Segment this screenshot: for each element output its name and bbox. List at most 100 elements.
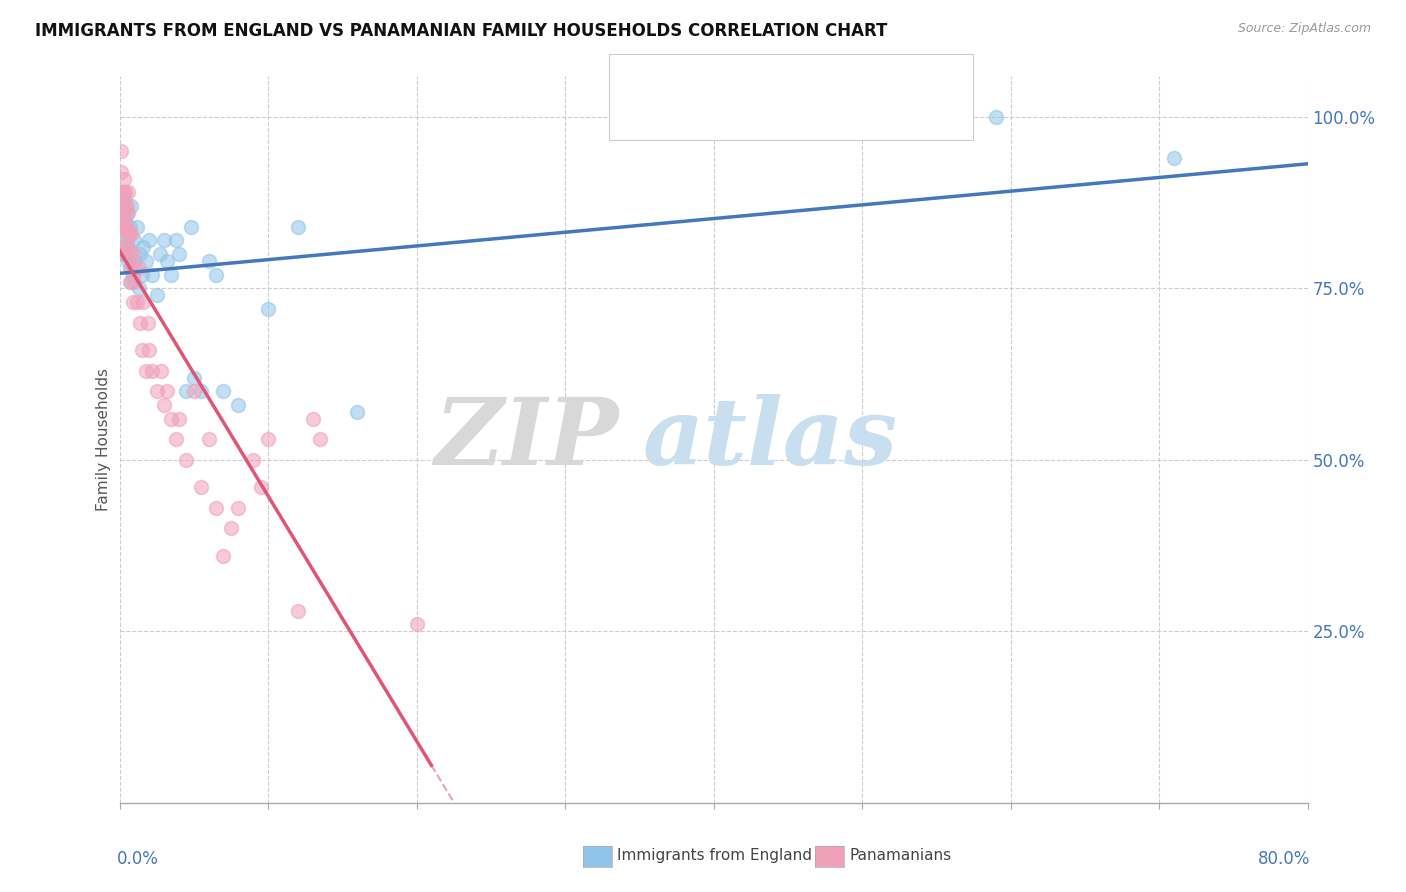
Point bbox=[165, 433, 187, 447]
Text: Source: ZipAtlas.com: Source: ZipAtlas.com bbox=[1237, 22, 1371, 36]
Point bbox=[120, 227, 142, 241]
Point bbox=[120, 275, 142, 289]
Point bbox=[257, 301, 280, 316]
Point bbox=[115, 219, 138, 234]
Point bbox=[138, 343, 160, 358]
Point bbox=[141, 364, 163, 378]
Point bbox=[114, 212, 136, 227]
Point bbox=[111, 247, 134, 261]
Text: -0.462: -0.462 bbox=[713, 106, 770, 120]
Text: N =: N = bbox=[783, 70, 820, 85]
Point bbox=[197, 254, 219, 268]
Point bbox=[145, 384, 167, 399]
Point bbox=[219, 521, 242, 535]
Point bbox=[145, 288, 167, 302]
Point bbox=[190, 384, 212, 399]
Point bbox=[117, 227, 139, 241]
Point bbox=[118, 219, 141, 234]
Point bbox=[117, 206, 139, 220]
Point bbox=[117, 240, 139, 254]
Point bbox=[212, 549, 235, 563]
Point bbox=[128, 281, 150, 295]
Point bbox=[112, 240, 135, 254]
Point bbox=[131, 343, 153, 358]
Text: 0.328: 0.328 bbox=[713, 70, 763, 85]
Point bbox=[135, 254, 157, 268]
Point bbox=[150, 364, 173, 378]
Point bbox=[127, 219, 149, 234]
Point bbox=[111, 186, 134, 200]
Point bbox=[132, 295, 155, 310]
Point bbox=[115, 206, 138, 220]
Point bbox=[131, 268, 153, 282]
Point bbox=[114, 247, 136, 261]
Text: Immigrants from England: Immigrants from England bbox=[617, 848, 813, 863]
Point bbox=[249, 480, 271, 494]
Point bbox=[149, 247, 172, 261]
Point bbox=[153, 398, 176, 412]
Point bbox=[257, 433, 280, 447]
Y-axis label: Family Households: Family Households bbox=[96, 368, 111, 511]
Point bbox=[346, 405, 368, 419]
Point bbox=[112, 206, 135, 220]
Point bbox=[287, 219, 309, 234]
Point bbox=[124, 254, 146, 268]
Point bbox=[205, 268, 228, 282]
Point bbox=[124, 234, 146, 248]
Text: Panamanians: Panamanians bbox=[849, 848, 952, 863]
Text: N =: N = bbox=[794, 106, 831, 120]
Text: R =: R = bbox=[671, 106, 706, 120]
Point bbox=[112, 192, 135, 206]
Point bbox=[136, 316, 159, 330]
Point bbox=[167, 247, 190, 261]
Point bbox=[167, 411, 190, 425]
Point bbox=[1163, 151, 1185, 165]
Point bbox=[212, 384, 235, 399]
Point bbox=[112, 219, 135, 234]
Point bbox=[120, 260, 142, 275]
Point bbox=[180, 219, 202, 234]
Point bbox=[111, 219, 134, 234]
Point bbox=[120, 199, 142, 213]
Point bbox=[112, 171, 135, 186]
Point bbox=[118, 227, 141, 241]
Point bbox=[127, 295, 149, 310]
Point bbox=[122, 268, 145, 282]
Text: 45: 45 bbox=[823, 70, 845, 85]
Text: 61: 61 bbox=[834, 106, 856, 120]
Text: ZIP: ZIP bbox=[434, 394, 619, 484]
Point bbox=[118, 260, 141, 275]
Point bbox=[301, 411, 323, 425]
Point bbox=[112, 186, 135, 200]
Point bbox=[287, 604, 309, 618]
Point bbox=[228, 398, 250, 412]
Point bbox=[128, 260, 150, 275]
Point bbox=[135, 364, 157, 378]
Point bbox=[114, 199, 136, 213]
Text: 0.0%: 0.0% bbox=[117, 850, 159, 868]
Point bbox=[138, 234, 160, 248]
Point bbox=[110, 145, 132, 159]
Point bbox=[110, 234, 132, 248]
Point bbox=[132, 240, 155, 254]
Point bbox=[141, 268, 163, 282]
Point bbox=[183, 384, 205, 399]
Point bbox=[176, 453, 198, 467]
Text: R =: R = bbox=[671, 70, 706, 85]
Point bbox=[165, 234, 187, 248]
Point bbox=[205, 500, 228, 515]
Point bbox=[118, 275, 141, 289]
Point bbox=[117, 254, 139, 268]
Text: atlas: atlas bbox=[643, 394, 897, 484]
Point bbox=[153, 234, 176, 248]
Point bbox=[115, 199, 138, 213]
Point bbox=[117, 186, 139, 200]
Point bbox=[183, 370, 205, 384]
Point bbox=[118, 247, 141, 261]
Point bbox=[160, 268, 183, 282]
Point bbox=[176, 384, 198, 399]
Point bbox=[405, 617, 427, 632]
Point bbox=[110, 192, 132, 206]
Text: IMMIGRANTS FROM ENGLAND VS PANAMANIAN FAMILY HOUSEHOLDS CORRELATION CHART: IMMIGRANTS FROM ENGLAND VS PANAMANIAN FA… bbox=[35, 22, 887, 40]
Point bbox=[160, 411, 183, 425]
